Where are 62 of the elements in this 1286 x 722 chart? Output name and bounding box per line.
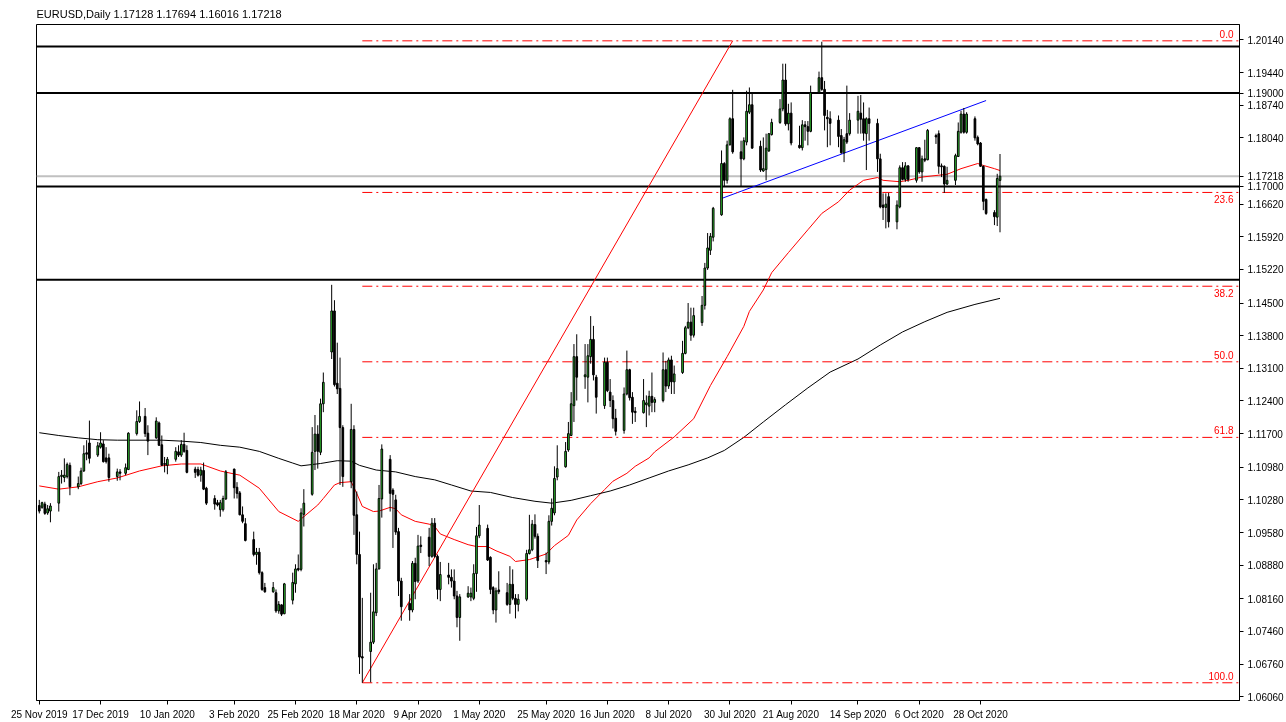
y-tick-label: 1.08880 xyxy=(1247,560,1285,572)
x-tick-label: 10 Jan 2020 xyxy=(139,708,196,720)
y-tick-label: 1.18740 xyxy=(1247,100,1285,112)
y-tick-label: 1.08160 xyxy=(1247,593,1285,605)
y-tick-label: 1.19440 xyxy=(1247,67,1285,79)
candlestick xyxy=(962,107,966,135)
series-label: 61.8 xyxy=(1214,425,1234,437)
candlestick xyxy=(828,110,832,146)
x-tick-label: 25 Feb 2020 xyxy=(267,708,324,720)
ref-line-label: 1.17000 xyxy=(1247,181,1285,193)
x-tick-label: 25 May 2020 xyxy=(517,708,576,720)
y-tick-label: 1.16620 xyxy=(1247,199,1285,211)
candlestick xyxy=(800,119,804,151)
candlestick xyxy=(88,420,91,464)
ref-line-label: 1.17218 xyxy=(1247,171,1285,183)
x-tick-label: 1 May 2020 xyxy=(453,708,506,720)
y-tick-label: 1.15920 xyxy=(1247,231,1285,243)
x-tick-label: 30 Jul 2020 xyxy=(704,708,757,720)
ref-line-label: 1.19000 xyxy=(1247,88,1285,100)
candlestick xyxy=(508,565,512,615)
y-tick-label: 1.10980 xyxy=(1247,462,1285,474)
series-label: 50.0 xyxy=(1214,349,1234,361)
x-tick-label: 3 Feb 2020 xyxy=(208,708,260,720)
y-tick-label: 1.10280 xyxy=(1247,494,1285,506)
candlestick xyxy=(458,593,462,642)
candlestick xyxy=(798,125,801,150)
candlestick xyxy=(645,394,648,428)
y-tick-label: 1.06760 xyxy=(1247,659,1285,671)
candlestick xyxy=(692,307,696,339)
candlestick xyxy=(764,133,768,181)
y-tick-label: 1.20140 xyxy=(1247,34,1285,46)
series-label: 0.0 xyxy=(1219,28,1234,40)
candlestick xyxy=(973,115,977,142)
y-tick-label: 1.09580 xyxy=(1247,527,1285,539)
candlestick xyxy=(232,468,236,499)
y-tick-label: 1.18040 xyxy=(1247,132,1285,144)
x-tick-label: 28 Oct 2020 xyxy=(953,708,1009,720)
candlestick xyxy=(447,562,450,585)
x-tick-label: 14 Sep 2020 xyxy=(829,708,887,720)
x-tick-label: 25 Nov 2019 xyxy=(10,708,69,720)
x-tick-label: 21 Aug 2020 xyxy=(762,708,820,720)
y-tick-label: 1.15220 xyxy=(1247,264,1285,276)
y-tick-label: 1.07460 xyxy=(1247,626,1285,638)
series-label: 100.0 xyxy=(1208,670,1234,682)
y-tick-label: 1.12400 xyxy=(1247,395,1285,407)
x-tick-label: 6 Oct 2020 xyxy=(894,708,945,720)
candlestick xyxy=(965,111,968,135)
y-tick-label: 1.06060 xyxy=(1247,691,1285,703)
series-label: 38.2 xyxy=(1214,288,1234,300)
x-tick-label: 9 Apr 2020 xyxy=(393,708,443,720)
candlestick xyxy=(689,307,693,342)
y-tick-label: 1.13100 xyxy=(1247,363,1285,375)
candlestick xyxy=(759,140,762,173)
chart-title: EURUSD,Daily 1.17128 1.17694 1.16016 1.17218 xyxy=(36,7,282,20)
x-tick-label: 18 Mar 2020 xyxy=(328,708,386,720)
series-label: 23.6 xyxy=(1214,194,1234,206)
x-tick-label: 8 Jul 2020 xyxy=(645,708,693,720)
y-tick-label: 1.13800 xyxy=(1247,330,1285,342)
y-tick-label: 1.11700 xyxy=(1247,428,1284,440)
x-tick-label: 16 Jun 2020 xyxy=(579,708,636,720)
x-tick-label: 17 Dec 2019 xyxy=(72,708,130,720)
y-tick-label: 1.14500 xyxy=(1247,298,1285,310)
